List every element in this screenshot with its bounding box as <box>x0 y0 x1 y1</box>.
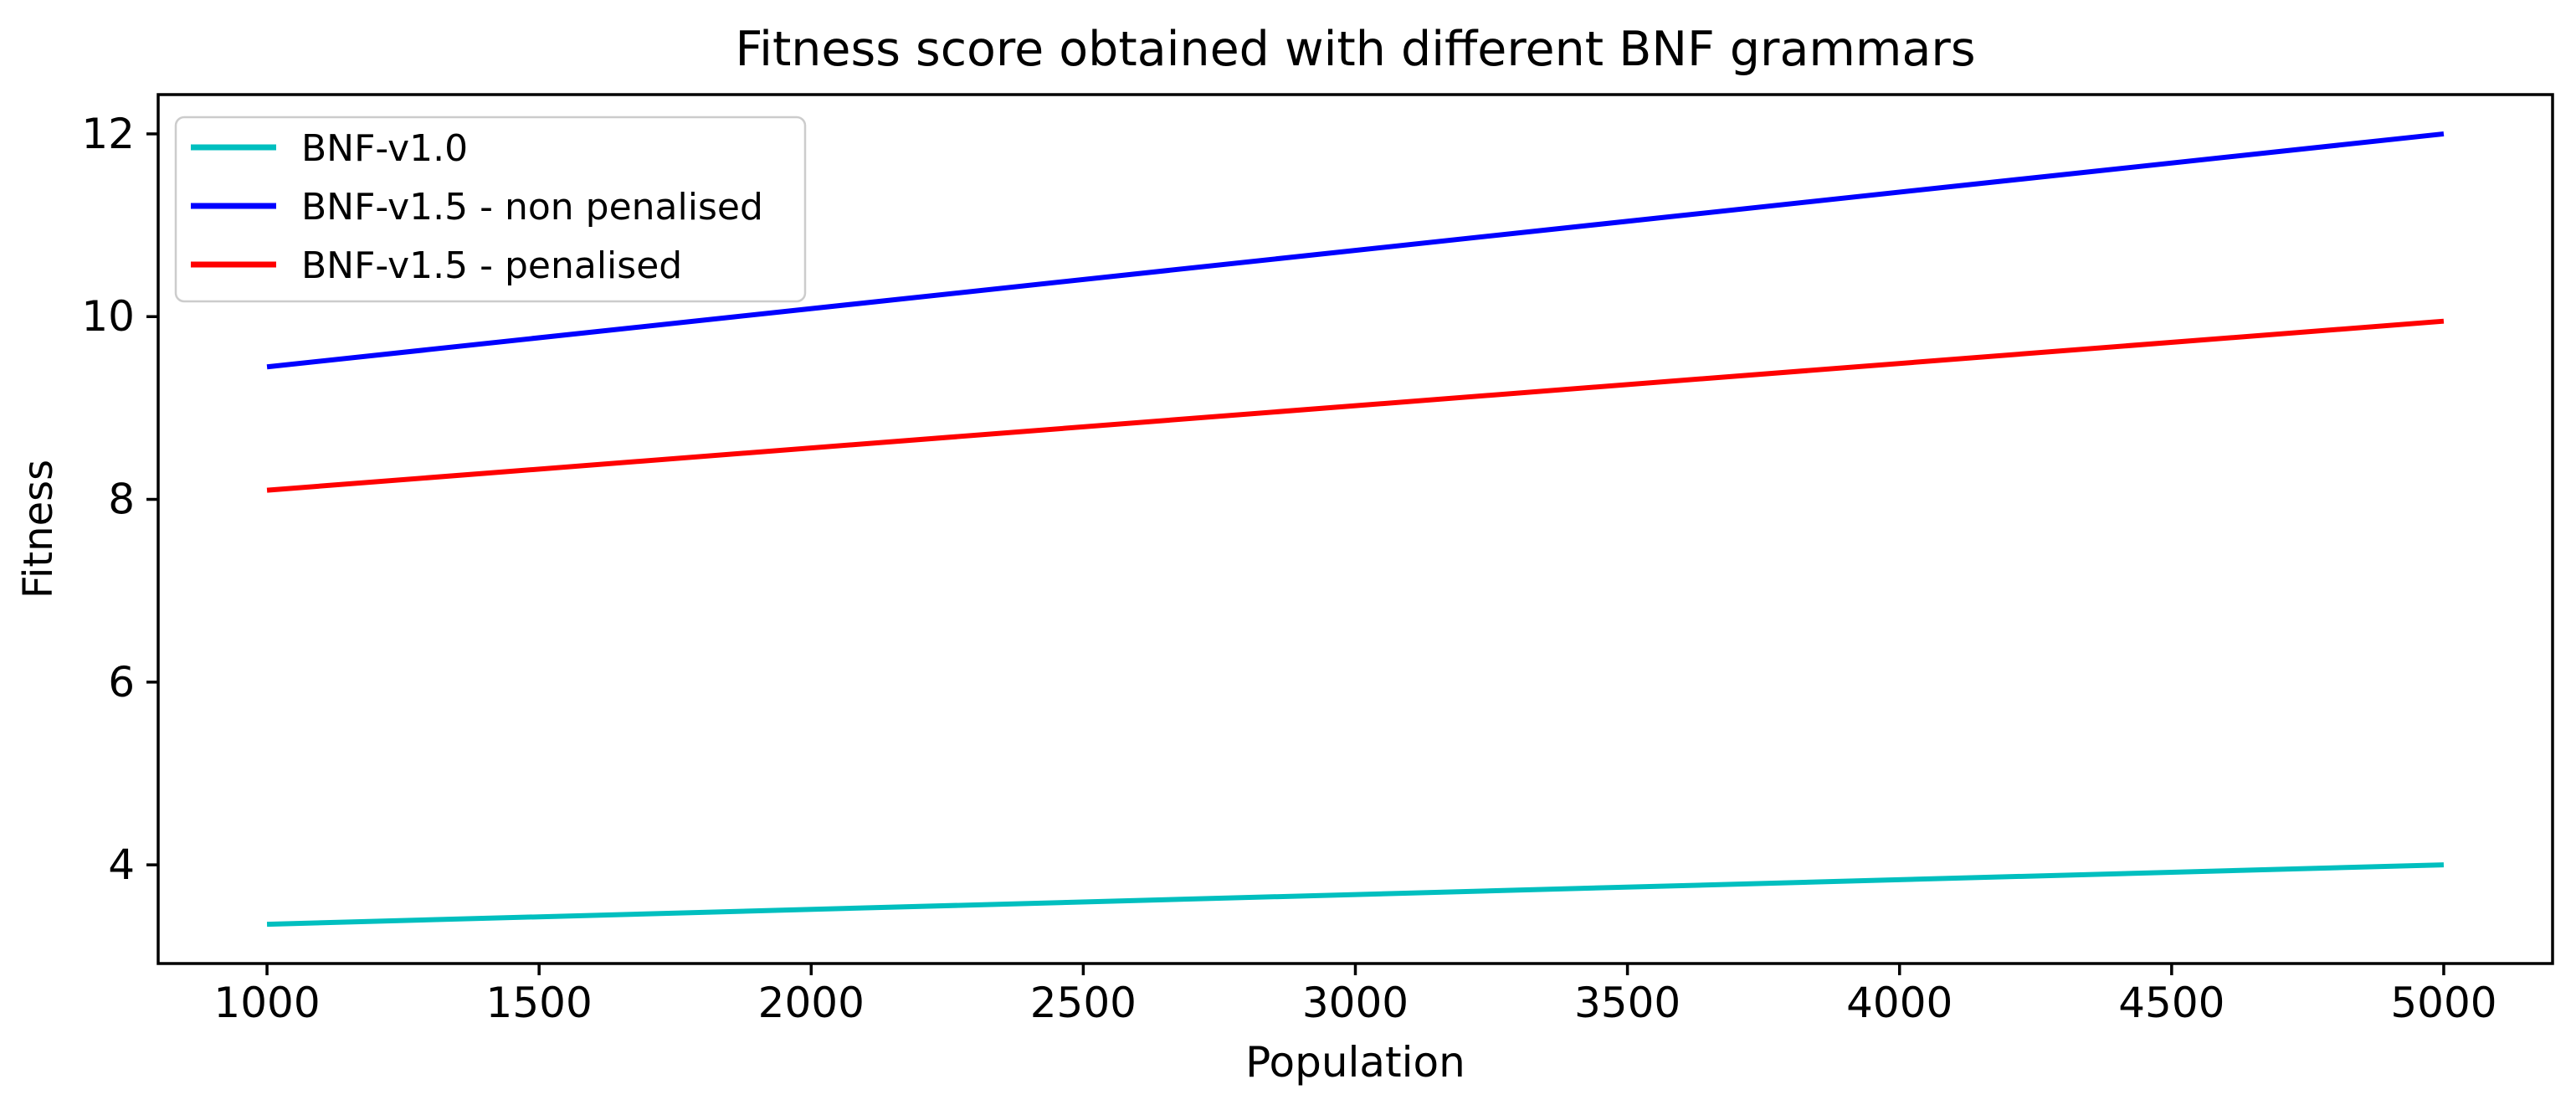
y-tick-label: 4 <box>108 840 135 889</box>
y-tick-label: 10 <box>81 292 135 341</box>
y-tick-label: 6 <box>108 658 135 707</box>
x-tick-label: 1500 <box>486 979 593 1027</box>
chart-title: Fitness score obtained with different BN… <box>735 22 1976 77</box>
legend-label: BNF-v1.5 - penalised <box>301 244 682 287</box>
series-line <box>266 318 2445 493</box>
x-tick-label: 2500 <box>1030 979 1137 1027</box>
x-tick-label: 4000 <box>1846 979 1953 1027</box>
x-tick-label: 2000 <box>758 979 865 1027</box>
legend-box <box>174 116 807 303</box>
x-axis-label: Population <box>1245 1038 1465 1087</box>
legend-label: BNF-v1.5 - non penalised <box>301 186 763 229</box>
series-line <box>266 862 2445 928</box>
y-tick-label: 8 <box>108 475 135 524</box>
x-tick-label: 3500 <box>1574 979 1681 1027</box>
legend-label: BNF-v1.0 <box>301 127 468 170</box>
x-tick-label: 3000 <box>1302 979 1409 1027</box>
x-tick-label: 5000 <box>2390 979 2496 1027</box>
series-line <box>266 131 2445 370</box>
x-tick-label: 1000 <box>213 979 320 1027</box>
x-tick-label: 4500 <box>2118 979 2224 1027</box>
y-tick-label: 12 <box>81 110 135 158</box>
